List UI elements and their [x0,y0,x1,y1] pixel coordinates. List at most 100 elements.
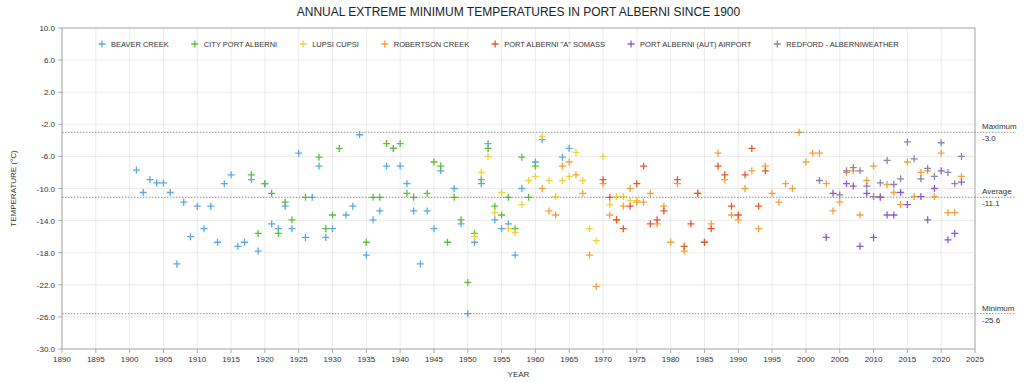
y-tick [58,316,62,317]
point [917,175,924,182]
point [735,211,742,218]
x-tick [467,349,468,353]
point [708,225,715,232]
point [478,176,485,183]
x-tick-label: 1920 [256,355,274,364]
point [464,279,471,286]
x-tick-label: 2000 [797,355,815,364]
x-tick [129,349,130,353]
point [850,164,857,171]
point [816,177,823,184]
point [579,177,586,184]
point [606,211,613,218]
point [268,220,275,227]
point [857,243,864,250]
point [221,180,228,187]
point [343,211,350,218]
point [586,225,593,232]
point [545,177,552,184]
x-axis-label: YEAR [508,370,530,379]
y-tick [58,156,62,157]
legend-label: LUPSI CUPSI [312,40,359,49]
legend-label: PORT ALBERNI "A" SOMASS [504,40,605,49]
point [403,190,410,197]
point [261,180,268,187]
point [498,211,505,218]
y-grid-line [62,124,975,125]
series [823,167,965,249]
point [904,159,911,166]
legend-label: REDFORD - ALBERNIWEATHER [786,40,899,49]
point [241,239,248,246]
y-tick [58,28,62,29]
x-tick-label: 2005 [831,355,849,364]
point [884,211,891,218]
x-tick-label: 1890 [53,355,71,364]
legend-marker [99,41,106,48]
x-tick [975,349,976,353]
x-tick-label: 1935 [357,355,375,364]
point [627,203,634,210]
reference-line [62,132,1015,133]
reference-label: Minimum [982,304,1015,313]
point [951,209,958,216]
point [268,190,275,197]
point [430,159,437,166]
point [917,193,924,200]
legend-marker [628,41,635,48]
point [870,193,877,200]
point [823,234,830,241]
y-axis-label: TEMPERATURE (°C) [9,150,18,227]
x-tick [433,349,434,353]
point [566,159,573,166]
point [329,225,336,232]
point [349,203,356,210]
y-tick-label: -26.0 [37,313,56,322]
x-tick-label: 2020 [932,355,950,364]
point [593,237,600,244]
point [620,225,627,232]
x-tick [231,349,232,353]
point [363,252,370,259]
point [518,201,525,208]
point [843,167,850,174]
point [951,180,958,187]
point [160,179,167,186]
point [681,243,688,250]
point [146,176,153,183]
x-tick [805,349,806,353]
point [261,180,268,187]
point [525,177,532,184]
reference-value: -25.6 [982,316,1001,325]
series [539,129,965,290]
point [884,157,891,164]
point [850,183,857,190]
point [315,163,322,170]
point [153,179,160,186]
point [931,185,938,192]
point [884,181,891,188]
x-tick-label: 1970 [594,355,612,364]
point [478,169,485,176]
legend-label: ROBERTSON CREEK [394,40,469,49]
point [816,150,823,157]
point [890,181,897,188]
y-tick [58,252,62,253]
point [769,190,776,197]
point [282,199,289,206]
point [370,216,377,223]
x-tick [332,349,333,353]
point [383,140,390,147]
point [397,163,404,170]
point [471,233,478,240]
point [701,239,708,246]
x-tick-label: 2025 [966,355,984,364]
point [694,190,701,197]
y-tick [58,188,62,189]
y-grid-line [62,252,975,253]
x-tick [62,349,63,353]
y-grid-line [62,60,975,61]
series [133,131,573,317]
point [701,239,708,246]
point [951,230,958,237]
